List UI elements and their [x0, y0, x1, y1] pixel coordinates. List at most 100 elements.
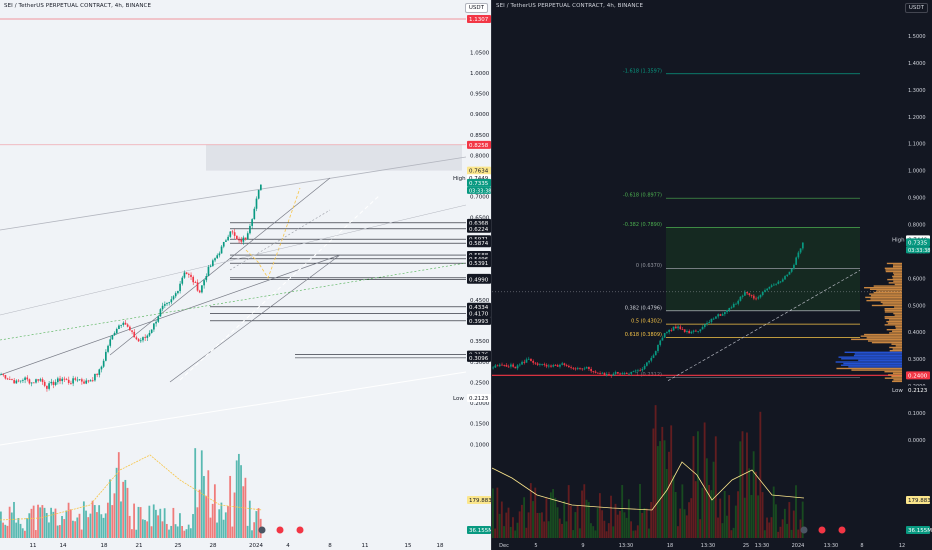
volume-bar [712, 461, 715, 538]
volume-profile-bar [887, 322, 902, 324]
volume-bar [723, 490, 726, 538]
volume-profile-bar [884, 377, 902, 379]
candle [177, 291, 179, 294]
volume-bar [572, 530, 575, 538]
candle [48, 383, 50, 389]
candle [159, 309, 162, 317]
volume-bar [227, 506, 229, 538]
volume-bar [17, 517, 20, 538]
volume-profile-bar [882, 303, 902, 305]
volume-bar [141, 519, 144, 538]
candle [181, 277, 184, 284]
volume-bar [237, 453, 240, 538]
volume-bar [74, 521, 77, 538]
volume-bar [28, 513, 31, 538]
volume-bar [34, 530, 37, 538]
candle [17, 380, 20, 382]
volume-profile-bar [866, 337, 902, 339]
volume-bar [48, 522, 50, 538]
candle [717, 314, 720, 317]
left-chart-panel[interactable]: SEI / TetherUS PERPETUAL CONTRACT, 4h, B… [0, 0, 492, 550]
candle [518, 364, 521, 366]
volume-bar [253, 522, 256, 538]
right-chart-canvas[interactable]: -1.618 (1.3597) -0.618 (0.8977) -0.382 (0.… [492, 0, 932, 550]
candle [153, 323, 155, 330]
volume-bar [656, 446, 659, 538]
volume-bar [676, 526, 679, 538]
volume-profile-bar [835, 361, 902, 363]
candle [510, 364, 512, 367]
volume-bar [144, 519, 146, 538]
candle [659, 340, 662, 345]
price-tick-label: 0.3000 [908, 357, 926, 363]
candle [608, 373, 610, 375]
supply-zone [206, 144, 462, 171]
volume-bar [583, 484, 586, 538]
event-marker-icon [296, 526, 304, 534]
price-badge: 0.7335 [908, 240, 928, 246]
event-marker-icon [276, 526, 284, 534]
price-tick-label: 0.8000 [908, 223, 926, 229]
volume-bar [96, 512, 98, 538]
candle [601, 372, 604, 374]
candle [41, 379, 44, 382]
currency-button[interactable]: USDT [464, 3, 488, 13]
candle [113, 332, 116, 336]
volume-bar [605, 531, 608, 538]
volume-bar [248, 500, 251, 538]
candle [257, 189, 260, 199]
candle [65, 379, 68, 381]
candle [249, 225, 251, 234]
price-badge-bg [467, 302, 491, 311]
candle [748, 293, 751, 296]
volume-bar [547, 521, 550, 538]
volume-profile-bar [893, 265, 902, 268]
volume-bar [668, 451, 670, 538]
volume-bar [4, 524, 7, 538]
candle [118, 325, 120, 330]
volume-bar [692, 436, 695, 538]
price-badge: 1.1307 [469, 17, 489, 23]
candle [681, 329, 684, 330]
candle [610, 374, 613, 376]
volume-bar [69, 509, 72, 538]
left-chart-canvas[interactable]: 1.05001.00000.95000.90000.85000.80000.75… [0, 0, 492, 550]
candle [50, 381, 53, 384]
candle [124, 322, 127, 325]
candle [599, 373, 601, 374]
volume-bar [2, 522, 4, 538]
volume-bar [761, 492, 764, 538]
volume-bar [719, 498, 722, 538]
candle [679, 326, 682, 330]
volume-profile-bar [873, 291, 902, 294]
volume-bar [139, 507, 142, 538]
volume-profile-bar [864, 286, 902, 289]
time-tick-label: 15 [405, 543, 412, 549]
volume-profile-bar [895, 327, 902, 329]
candle [690, 331, 693, 334]
volume-bar [614, 503, 617, 538]
volume-bar [558, 518, 561, 538]
volume-bar [632, 530, 635, 538]
time-tick-label: 2024 [249, 543, 263, 549]
candle [227, 236, 229, 241]
volume-bar [496, 487, 499, 538]
volume-bar [777, 531, 780, 538]
volume-bar [26, 518, 28, 538]
volume-profile-bar [894, 314, 902, 316]
volume-bar [532, 501, 534, 538]
candle [194, 282, 197, 284]
candle [790, 268, 793, 272]
candle [739, 296, 742, 301]
candle [28, 379, 31, 384]
candle [80, 379, 83, 382]
volume-bar [786, 523, 788, 538]
price-tick-label: 0.3500 [470, 339, 490, 345]
volume-bar [196, 507, 199, 538]
volume-bar [592, 526, 595, 538]
currency-button[interactable]: USDT [904, 3, 928, 13]
candle [91, 380, 94, 382]
volume-bar [198, 489, 201, 538]
right-chart-panel[interactable]: SEI / TetherUS PERPETUAL CONTRACT, 4h, B… [492, 0, 932, 550]
volume-bar [89, 513, 92, 538]
